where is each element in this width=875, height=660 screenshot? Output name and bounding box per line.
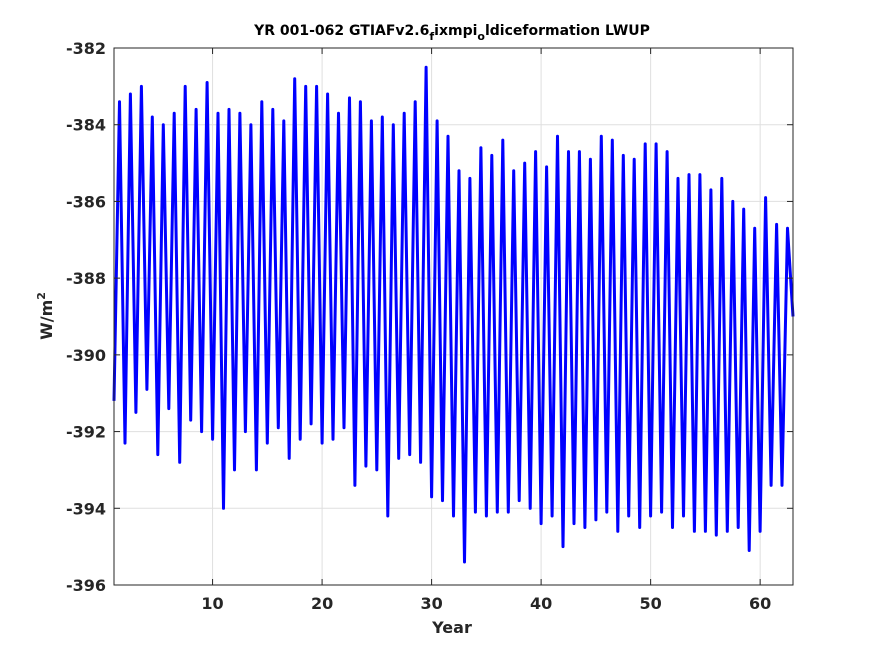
series-line-1: [112, 65, 795, 564]
title-part-3: ldiceformation LWUP: [485, 23, 650, 39]
y-tick-label: -396: [66, 576, 106, 595]
y-tick-label: -392: [66, 423, 106, 442]
series-layer: [112, 65, 795, 564]
y-tick-label: -388: [66, 269, 106, 288]
y-tick-label: -390: [66, 346, 106, 365]
chart-title: YR 001-062 GTIAFv2.6fixmpioldiceformatio…: [253, 23, 650, 43]
x-tick-label: 20: [311, 594, 333, 613]
x-tick-labels: 10 20 30 40 50 60: [201, 594, 771, 613]
title-part-2: ixmpi: [434, 23, 477, 39]
y-axis-label: W/m2: [35, 292, 56, 340]
x-axis-label: Year: [431, 618, 472, 637]
title-subscript-1: f: [429, 30, 434, 43]
tick-marks: [114, 47, 793, 586]
y-axis-label-superscript: 2: [35, 292, 48, 300]
axes-box: [113, 47, 794, 586]
y-tick-label: -394: [66, 499, 106, 518]
y-tick-label: -384: [66, 116, 106, 135]
title-subscript-2: o: [477, 30, 485, 43]
x-tick-label: 30: [420, 594, 442, 613]
y-tick-labels: -396 -394 -392 -390 -388 -386 -384 -382: [66, 39, 106, 595]
y-axis-label-unit: W/m: [37, 300, 56, 340]
y-tick-label: -382: [66, 39, 106, 58]
title-part-1: YR 001-062 GTIAFv2.6: [253, 23, 429, 39]
y-tick-label: -386: [66, 192, 106, 211]
x-tick-label: 10: [201, 594, 223, 613]
x-tick-label: 50: [639, 594, 661, 613]
x-tick-label: 40: [530, 594, 552, 613]
x-tick-label: 60: [749, 594, 771, 613]
